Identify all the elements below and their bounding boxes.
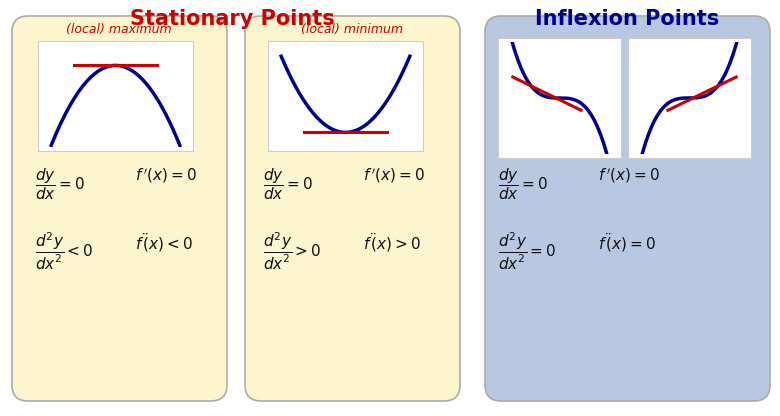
- Text: $\dfrac{d^2y}{dx^2}>0$: $\dfrac{d^2y}{dx^2}>0$: [263, 231, 321, 272]
- Text: Stationary Points: Stationary Points: [129, 9, 335, 29]
- Bar: [628, 38, 751, 158]
- Text: $f\,\"(x)>0$: $f\,\"(x)>0$: [363, 231, 421, 254]
- Text: $\dfrac{dy}{dx}=0$: $\dfrac{dy}{dx}=0$: [263, 166, 313, 202]
- Text: (local) minimum: (local) minimum: [301, 23, 403, 36]
- FancyBboxPatch shape: [485, 16, 770, 401]
- FancyBboxPatch shape: [245, 16, 460, 401]
- Text: $\dfrac{dy}{dx}=0$: $\dfrac{dy}{dx}=0$: [35, 166, 85, 202]
- Text: $f\,\"(x)<0$: $f\,\"(x)<0$: [135, 231, 193, 254]
- Text: $\dfrac{dy}{dx}=0$: $\dfrac{dy}{dx}=0$: [498, 166, 548, 202]
- Bar: [498, 38, 621, 158]
- Text: Inflexion Points: Inflexion Points: [535, 9, 719, 29]
- Text: $f\,'(x)=0$: $f\,'(x)=0$: [363, 166, 424, 185]
- Text: $\dfrac{d^2y}{dx^2}<0$: $\dfrac{d^2y}{dx^2}<0$: [35, 231, 94, 272]
- Text: $f\,\"(x)=0$: $f\,\"(x)=0$: [598, 231, 656, 254]
- Text: (local) maximum: (local) maximum: [66, 23, 172, 36]
- Text: $f\,'(x)=0$: $f\,'(x)=0$: [598, 166, 660, 185]
- FancyBboxPatch shape: [12, 16, 227, 401]
- Text: $f\,'(x)=0$: $f\,'(x)=0$: [135, 166, 197, 185]
- Bar: [38, 41, 193, 151]
- Bar: [268, 41, 423, 151]
- Text: $\dfrac{d^2y}{dx^2}=0$: $\dfrac{d^2y}{dx^2}=0$: [498, 231, 556, 272]
